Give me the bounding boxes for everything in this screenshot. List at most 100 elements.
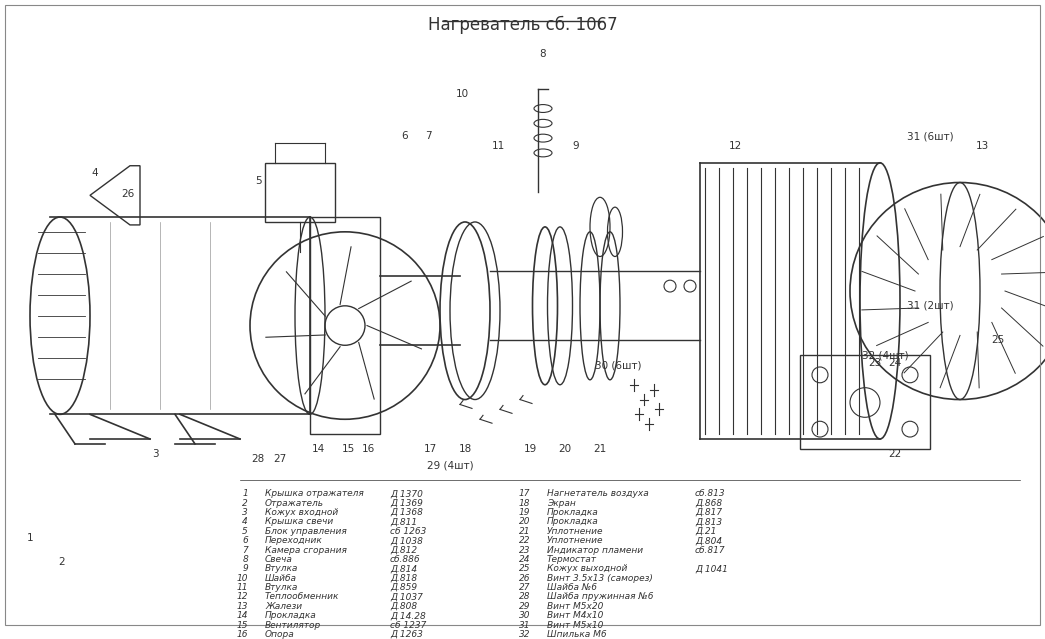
Text: 5: 5 — [255, 176, 261, 185]
Text: 31 (2шт): 31 (2шт) — [907, 301, 953, 311]
Text: 1: 1 — [242, 489, 248, 498]
Text: 20: 20 — [518, 518, 530, 527]
Text: сб 1237: сб 1237 — [390, 620, 426, 629]
Text: 27: 27 — [518, 583, 530, 592]
Text: Опора: Опора — [265, 630, 295, 639]
Text: 16: 16 — [236, 630, 248, 639]
Text: Свеча: Свеча — [265, 555, 293, 564]
Text: Кожух выходной: Кожух выходной — [547, 564, 627, 573]
Text: Крышка свечи: Крышка свечи — [265, 518, 333, 527]
Text: 2: 2 — [59, 557, 65, 567]
Text: Д.814: Д.814 — [390, 564, 417, 573]
Text: 21: 21 — [594, 444, 607, 454]
Text: 4: 4 — [242, 518, 248, 527]
Text: Втулка: Втулка — [265, 564, 299, 573]
Text: Винт М5х20: Винт М5х20 — [547, 602, 603, 611]
Text: 9: 9 — [242, 564, 248, 573]
Text: 29: 29 — [518, 602, 530, 611]
Text: Винт М5х10: Винт М5х10 — [547, 620, 603, 629]
Text: 10: 10 — [236, 574, 248, 583]
Text: Д 1263: Д 1263 — [390, 630, 423, 639]
Text: Уплотнение: Уплотнение — [547, 536, 604, 545]
Text: 19: 19 — [524, 444, 537, 454]
Text: сб 1263: сб 1263 — [390, 527, 426, 535]
Text: 12: 12 — [728, 141, 742, 151]
Text: Д.21: Д.21 — [695, 527, 717, 535]
Text: Винт 3.5х13 (саморез): Винт 3.5х13 (саморез) — [547, 574, 653, 583]
Text: Нагреватель сб. 1067: Нагреватель сб. 1067 — [427, 16, 618, 34]
Text: 7: 7 — [424, 131, 432, 141]
Text: 23: 23 — [518, 546, 530, 555]
Text: Д 1037: Д 1037 — [390, 592, 423, 601]
Text: 32 (4шт): 32 (4шт) — [862, 350, 908, 360]
Text: Теплообменник: Теплообменник — [265, 592, 340, 601]
Text: Прокладка: Прокладка — [547, 508, 599, 517]
Text: 22: 22 — [888, 449, 902, 459]
Text: Д.808: Д.808 — [390, 602, 417, 611]
Text: 31 (6шт): 31 (6шт) — [907, 131, 953, 141]
Text: 17: 17 — [518, 489, 530, 498]
Text: Вентилятор: Вентилятор — [265, 620, 321, 629]
Text: 18: 18 — [518, 498, 530, 507]
Text: 30 (6шт): 30 (6шт) — [595, 360, 642, 370]
Text: 7: 7 — [242, 546, 248, 555]
Text: Д.804: Д.804 — [695, 536, 722, 545]
Text: сб.817: сб.817 — [695, 546, 725, 555]
Text: 15: 15 — [342, 444, 354, 454]
Text: Термостат: Термостат — [547, 555, 597, 564]
Text: 23: 23 — [868, 358, 882, 368]
Text: Шайба: Шайба — [265, 574, 297, 583]
Text: 6: 6 — [401, 131, 409, 141]
Text: 22: 22 — [518, 536, 530, 545]
Text: Д.818: Д.818 — [390, 574, 417, 583]
Text: 24: 24 — [518, 555, 530, 564]
Text: Д 1368: Д 1368 — [390, 508, 423, 517]
Text: 14: 14 — [236, 611, 248, 620]
Text: Шайба №6: Шайба №6 — [547, 583, 597, 592]
Text: Шпилька М6: Шпилька М6 — [547, 630, 607, 639]
Text: 13: 13 — [236, 602, 248, 611]
Text: 28: 28 — [518, 592, 530, 601]
Text: 20: 20 — [558, 444, 572, 454]
Text: Крышка отражателя: Крышка отражателя — [265, 489, 364, 498]
Text: Переходник: Переходник — [265, 536, 323, 545]
Text: Д 14.28: Д 14.28 — [390, 611, 425, 620]
Text: сб.813: сб.813 — [695, 489, 725, 498]
Text: 8: 8 — [242, 555, 248, 564]
Text: Д 1370: Д 1370 — [390, 489, 423, 498]
Text: Жалези: Жалези — [265, 602, 302, 611]
Text: 25: 25 — [992, 335, 1004, 345]
Text: 10: 10 — [456, 89, 468, 98]
Text: 27: 27 — [274, 454, 286, 464]
Text: Кожух входной: Кожух входной — [265, 508, 339, 517]
Text: 26: 26 — [518, 574, 530, 583]
Text: Д.817: Д.817 — [695, 508, 722, 517]
Text: 16: 16 — [362, 444, 374, 454]
Text: 5: 5 — [242, 527, 248, 535]
Text: Д.859: Д.859 — [390, 583, 417, 592]
Text: 30: 30 — [518, 611, 530, 620]
Text: Д.812: Д.812 — [390, 546, 417, 555]
Text: 8: 8 — [539, 49, 547, 59]
Text: Д.811: Д.811 — [390, 518, 417, 527]
Text: Д 1369: Д 1369 — [390, 498, 423, 507]
Text: 18: 18 — [459, 444, 471, 454]
Text: 12: 12 — [236, 592, 248, 601]
Text: Прокладка: Прокладка — [265, 611, 317, 620]
Text: Шайба пружинная №6: Шайба пружинная №6 — [547, 592, 653, 601]
Text: 21: 21 — [518, 527, 530, 535]
Text: 11: 11 — [491, 141, 505, 151]
Text: 19: 19 — [518, 508, 530, 517]
Text: 28: 28 — [252, 454, 264, 464]
Text: Прокладка: Прокладка — [547, 518, 599, 527]
Text: 4: 4 — [92, 167, 98, 178]
Text: 25: 25 — [518, 564, 530, 573]
Text: 31: 31 — [518, 620, 530, 629]
Text: 14: 14 — [311, 444, 325, 454]
Text: 11: 11 — [236, 583, 248, 592]
Text: 3: 3 — [242, 508, 248, 517]
Text: Экран: Экран — [547, 498, 576, 507]
Text: 1: 1 — [27, 533, 33, 543]
Text: Втулка: Втулка — [265, 583, 299, 592]
Text: Д.813: Д.813 — [695, 518, 722, 527]
